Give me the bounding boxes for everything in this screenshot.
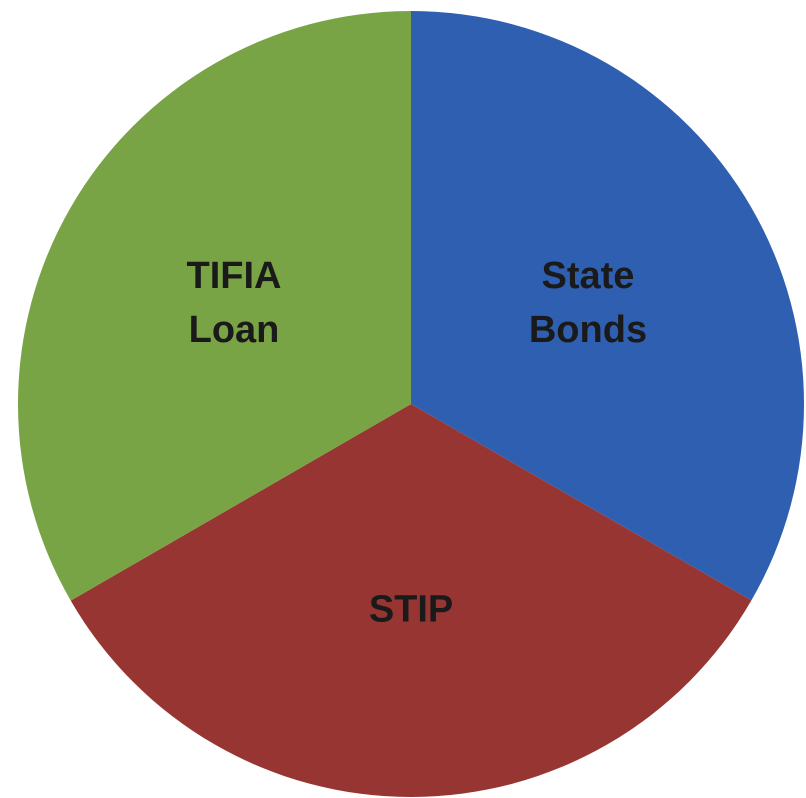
pie-slice-label-line: Loan xyxy=(189,309,280,351)
pie-slices xyxy=(17,11,805,798)
pie-slice-label-line: Bonds xyxy=(529,309,647,351)
pie-slice-label-2: TIFIA Loan xyxy=(187,255,282,351)
pie-labels: State Bonds STIP TIFIA Loan xyxy=(187,255,648,631)
pie-slice-label-0: State Bonds xyxy=(529,255,647,351)
pie-slice-0 xyxy=(411,11,805,601)
pie-slice-label-line: TIFIA xyxy=(187,255,282,297)
pie-slice-label-1: STIP xyxy=(369,588,453,630)
pie-slice-2 xyxy=(17,11,411,601)
pie-slice-label-line: STIP xyxy=(369,588,453,630)
pie-slice-label-line: State xyxy=(542,255,635,297)
pie-slice-1 xyxy=(70,404,752,798)
